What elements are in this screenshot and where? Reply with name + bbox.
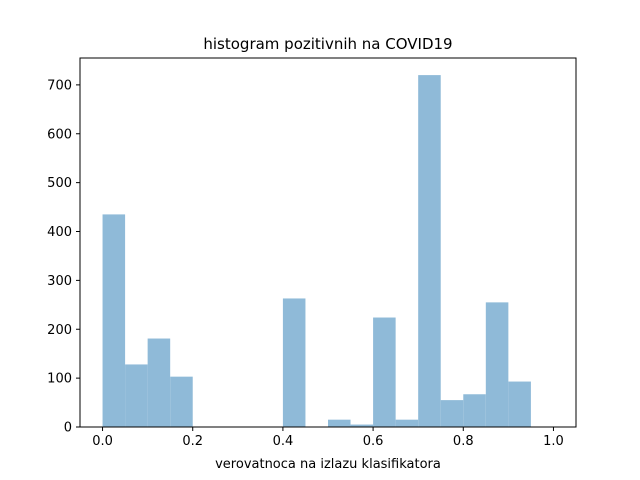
y-tick-label: 0 [64,421,72,436]
y-tick-label: 100 [47,372,72,387]
chart-title: histogram pozitivnih na COVID19 [203,35,452,53]
plot-frame [79,57,577,428]
x-tick-label: 0.0 [92,434,113,449]
histogram-bar [463,394,486,427]
y-tick-label: 700 [47,78,72,93]
histogram-bar [328,419,351,427]
histogram-bar [508,381,531,427]
histogram-bar [125,364,148,427]
x-tick-label: 1.0 [543,434,564,449]
bars-group [102,75,531,427]
x-axis: 0.0 0.2 0.4 0.6 0.8 1.0 [92,427,564,449]
y-axis: 0 100 200 300 400 500 600 700 [47,78,80,436]
histogram-bar [418,75,441,427]
x-tick-label: 0.6 [363,434,384,449]
x-tick-label: 0.2 [182,434,203,449]
y-tick-label: 500 [47,176,72,191]
y-tick-label: 400 [47,225,72,240]
x-tick-label: 0.4 [273,434,294,449]
histogram-bar [102,214,126,427]
x-axis-label: verovatnoca na izlazu klasifikatora [215,457,441,472]
y-tick-label: 200 [47,323,72,338]
histogram-bar [170,376,193,427]
x-tick-label: 0.8 [453,434,474,449]
y-tick-label: 600 [47,127,72,142]
histogram-bar [350,424,374,427]
histogram-bar [395,419,419,427]
y-tick-label: 300 [47,274,72,289]
histogram-bar [440,400,464,427]
histogram-bar [373,317,396,427]
histogram-bar [147,338,171,427]
histogram-bar [282,298,306,427]
histogram-bar [485,302,509,427]
